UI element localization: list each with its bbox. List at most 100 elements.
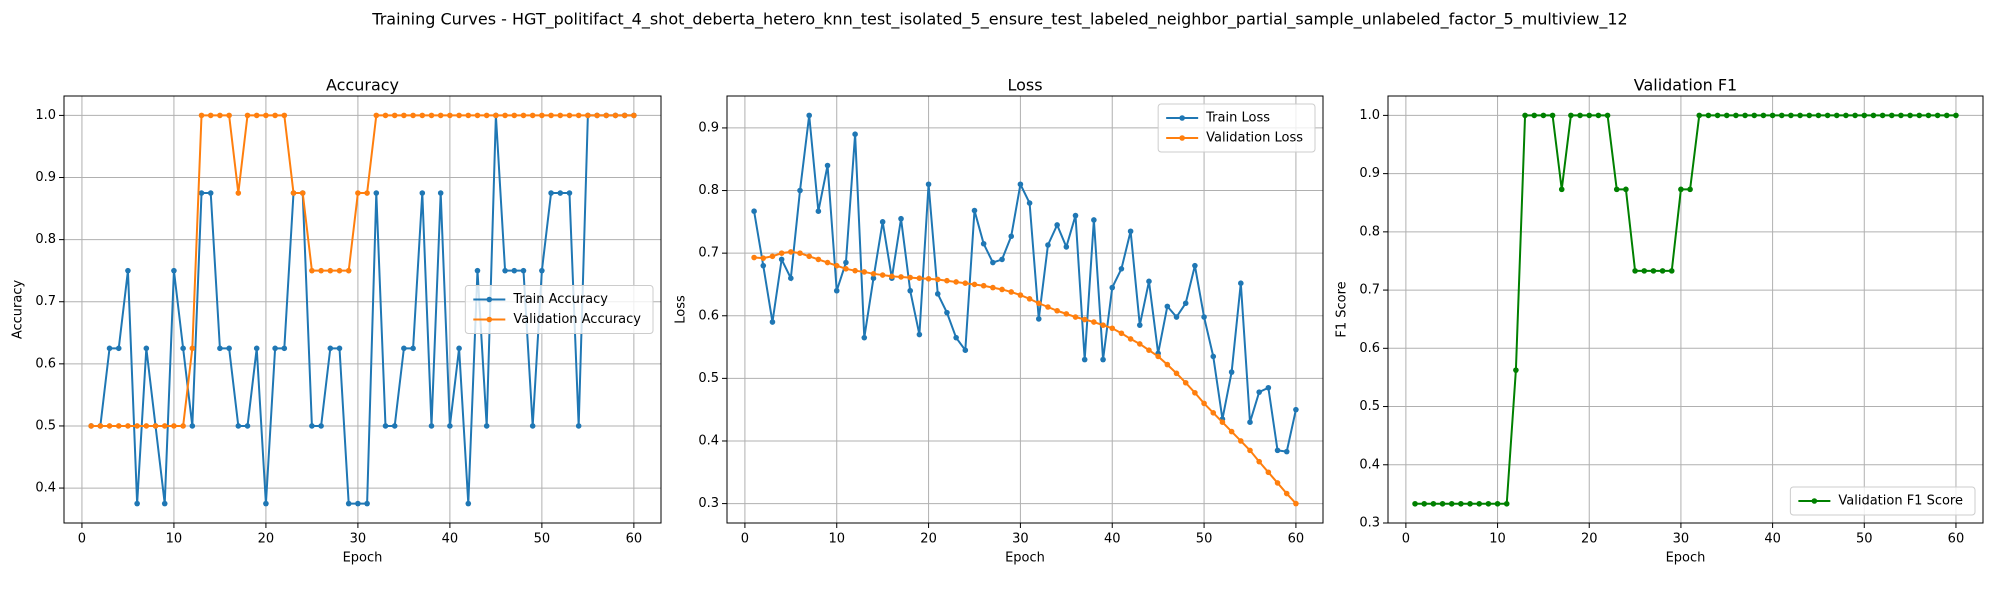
marker bbox=[493, 112, 499, 119]
marker bbox=[235, 423, 242, 429]
y-tick-label: 0.9 bbox=[35, 170, 56, 185]
marker bbox=[603, 112, 610, 119]
marker bbox=[1118, 266, 1125, 272]
marker bbox=[428, 112, 435, 119]
marker bbox=[1219, 419, 1226, 425]
marker bbox=[382, 423, 389, 429]
y-tick-label: 0.6 bbox=[1359, 341, 1380, 356]
y-tick-label: 0.4 bbox=[35, 481, 56, 496]
marker bbox=[557, 112, 564, 119]
marker bbox=[1265, 384, 1272, 391]
legend-box bbox=[464, 285, 654, 334]
marker bbox=[1247, 419, 1253, 425]
marker bbox=[916, 275, 923, 281]
marker bbox=[1072, 314, 1079, 320]
marker bbox=[1182, 379, 1189, 386]
marker bbox=[1072, 212, 1079, 219]
marker bbox=[861, 334, 868, 341]
x-tick-label: 40 bbox=[1104, 532, 1121, 547]
marker bbox=[1568, 112, 1574, 119]
marker bbox=[401, 112, 407, 119]
marker bbox=[1623, 186, 1629, 193]
marker bbox=[889, 273, 895, 280]
marker bbox=[861, 269, 868, 275]
marker bbox=[1870, 112, 1877, 119]
x-axis-label: Epoch bbox=[1666, 551, 1706, 566]
marker bbox=[401, 345, 407, 352]
marker bbox=[1091, 319, 1097, 325]
marker bbox=[520, 112, 527, 119]
x-tick-label: 50 bbox=[1196, 532, 1213, 547]
marker bbox=[1476, 500, 1483, 507]
marker bbox=[502, 267, 508, 274]
marker bbox=[364, 190, 370, 196]
marker bbox=[1430, 500, 1437, 507]
marker bbox=[327, 345, 334, 352]
y-tick-label: 0.3 bbox=[1359, 516, 1380, 531]
x-tick-label: 0 bbox=[78, 532, 86, 547]
marker bbox=[355, 190, 361, 196]
marker bbox=[1035, 300, 1042, 307]
marker bbox=[575, 423, 582, 429]
marker bbox=[483, 112, 490, 119]
marker bbox=[1687, 186, 1693, 193]
marker bbox=[1806, 112, 1813, 119]
marker bbox=[1008, 233, 1015, 240]
marker bbox=[281, 345, 288, 352]
marker bbox=[217, 112, 223, 119]
legend-label: Train Accuracy bbox=[512, 292, 608, 307]
marker bbox=[382, 112, 389, 119]
marker bbox=[1760, 112, 1767, 119]
series-line bbox=[91, 114, 634, 505]
marker bbox=[299, 190, 306, 196]
marker bbox=[980, 240, 987, 247]
marker bbox=[171, 267, 177, 274]
marker bbox=[1146, 278, 1152, 285]
marker bbox=[1668, 268, 1675, 274]
marker bbox=[1513, 367, 1519, 373]
legend: Validation F1 Score bbox=[1789, 486, 1976, 516]
marker bbox=[852, 131, 858, 137]
marker bbox=[1293, 406, 1299, 413]
marker bbox=[364, 500, 370, 507]
y-tick-label: 0.5 bbox=[35, 418, 56, 433]
marker bbox=[806, 112, 812, 119]
marker bbox=[1467, 500, 1473, 507]
marker bbox=[1531, 112, 1538, 119]
marker bbox=[1054, 307, 1060, 314]
marker bbox=[336, 345, 343, 352]
marker bbox=[336, 267, 343, 274]
marker bbox=[999, 256, 1005, 263]
marker bbox=[934, 291, 941, 297]
marker bbox=[953, 334, 959, 341]
marker bbox=[106, 345, 113, 352]
marker bbox=[962, 280, 969, 287]
y-tick-label: 0.7 bbox=[1359, 283, 1380, 298]
marker bbox=[1228, 369, 1235, 375]
marker bbox=[797, 187, 803, 194]
marker bbox=[585, 112, 591, 119]
marker bbox=[226, 112, 232, 119]
marker bbox=[143, 423, 150, 429]
marker bbox=[898, 215, 904, 222]
marker bbox=[1861, 112, 1868, 119]
marker bbox=[345, 267, 352, 274]
marker bbox=[824, 162, 831, 169]
marker bbox=[1678, 186, 1684, 193]
marker bbox=[428, 423, 435, 429]
marker bbox=[226, 345, 232, 352]
legend-label: Validation F1 Score bbox=[1838, 494, 1963, 509]
x-tick-label: 10 bbox=[166, 532, 183, 547]
marker bbox=[180, 345, 186, 352]
marker bbox=[207, 190, 214, 196]
marker bbox=[806, 253, 812, 260]
marker bbox=[566, 190, 573, 196]
y-tick-label: 0.7 bbox=[35, 294, 56, 309]
y-axis-label: Loss bbox=[674, 295, 689, 324]
marker bbox=[1888, 112, 1895, 119]
marker bbox=[990, 284, 996, 291]
marker bbox=[1522, 112, 1528, 119]
x-axis-label: Epoch bbox=[1005, 551, 1045, 566]
marker bbox=[1833, 112, 1840, 119]
marker bbox=[1595, 112, 1602, 119]
